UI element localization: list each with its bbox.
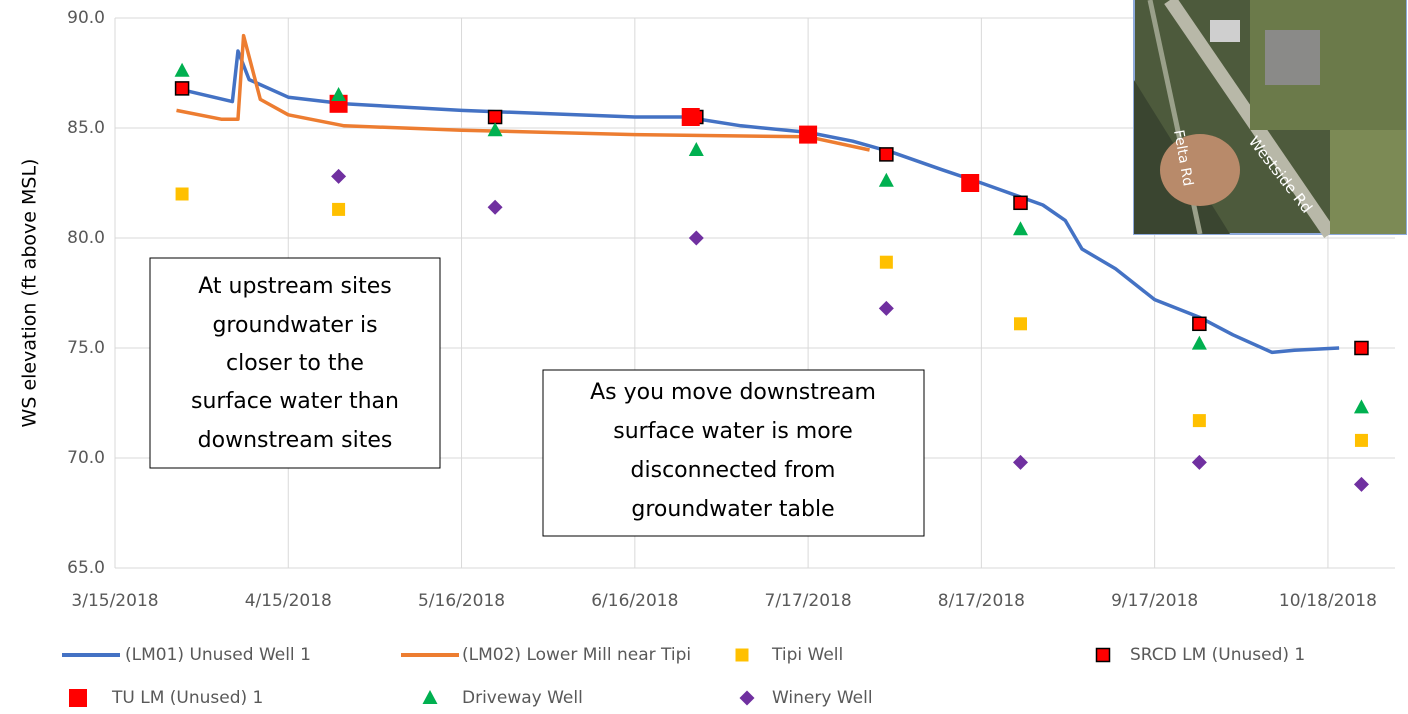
legend-label: TU LM (Unused) 1 bbox=[111, 688, 263, 708]
marker bbox=[1013, 454, 1029, 470]
marker bbox=[799, 125, 818, 144]
annotation-frame bbox=[149, 257, 441, 469]
marker bbox=[1191, 454, 1207, 470]
x-tick-label: 9/17/2018 bbox=[1111, 591, 1198, 611]
annotation-text: groundwater table bbox=[631, 497, 834, 522]
marker bbox=[1014, 317, 1028, 331]
legend-label: Winery Well bbox=[772, 688, 873, 708]
y-tick-label: 90.0 bbox=[67, 8, 105, 28]
legend-label: (LM01) Unused Well 1 bbox=[125, 645, 311, 665]
legend-label: (LM02) Lower Mill near Tipi bbox=[462, 645, 691, 665]
annotation-text: As you move downstream bbox=[590, 380, 876, 405]
annotation-text: surface water than bbox=[191, 389, 399, 414]
marker bbox=[1191, 335, 1207, 350]
legend-marker bbox=[69, 689, 87, 707]
series-line bbox=[176, 33, 870, 152]
y-tick-label: 70.0 bbox=[67, 448, 105, 468]
marker bbox=[681, 108, 700, 126]
marker bbox=[688, 142, 704, 156]
marker bbox=[1354, 340, 1369, 356]
legend-label: Tipi Well bbox=[771, 645, 843, 665]
legend-item: Tipi Well bbox=[735, 645, 843, 665]
annotation-text: downstream sites bbox=[198, 428, 393, 453]
marker bbox=[487, 199, 503, 215]
marker bbox=[1353, 399, 1369, 414]
annotation-text: surface water is more bbox=[613, 419, 853, 444]
legend-item: Winery Well bbox=[739, 688, 873, 708]
x-tick-label: 7/17/2018 bbox=[765, 591, 852, 611]
annotation-text: At upstream sites bbox=[198, 274, 391, 299]
legend-item: Driveway Well bbox=[422, 688, 583, 708]
annotation-text: groundwater is bbox=[212, 313, 377, 338]
marker bbox=[961, 174, 980, 192]
marker bbox=[331, 168, 347, 184]
y-tick-label: 85.0 bbox=[67, 118, 105, 138]
annotation-text: disconnected from bbox=[631, 458, 836, 483]
marker bbox=[1013, 195, 1028, 211]
plot bbox=[174, 33, 1369, 492]
marker bbox=[175, 187, 189, 201]
annotation-text: closer to the bbox=[226, 351, 364, 376]
marker bbox=[1354, 433, 1368, 447]
marker bbox=[1192, 316, 1207, 332]
y-axis-label: WS elevation (ft above MSL) bbox=[19, 159, 41, 428]
y-tick-label: 75.0 bbox=[67, 338, 105, 358]
x-tick-label: 6/16/2018 bbox=[591, 591, 678, 611]
x-tick-label: 10/18/2018 bbox=[1279, 591, 1377, 611]
marker bbox=[1013, 221, 1029, 236]
y-tick-label: 65.0 bbox=[67, 558, 105, 578]
marker bbox=[174, 81, 190, 96]
annotation-frame bbox=[542, 369, 925, 537]
annotation-box: As you move downstream surface water is m… bbox=[542, 369, 925, 537]
marker bbox=[879, 147, 894, 162]
legend-marker bbox=[735, 648, 749, 662]
legend-item: SRCD LM (Unused) 1 bbox=[1095, 645, 1305, 665]
marker bbox=[332, 202, 346, 216]
x-tick-label: 5/16/2018 bbox=[418, 591, 505, 611]
marker bbox=[1353, 476, 1369, 492]
annotation-box: At upstream sites groundwater is closer to… bbox=[149, 257, 441, 469]
marker bbox=[174, 62, 190, 77]
y-tick-label: 80.0 bbox=[67, 228, 105, 248]
x-tick-label: 8/17/2018 bbox=[938, 591, 1025, 611]
marker bbox=[878, 172, 894, 187]
legend-marker bbox=[739, 690, 755, 706]
legend-item: TU LM (Unused) 1 bbox=[69, 688, 263, 708]
x-tick-label: 4/15/2018 bbox=[245, 591, 332, 611]
marker bbox=[331, 87, 347, 101]
legend-marker bbox=[422, 690, 438, 704]
legend-marker bbox=[1095, 647, 1111, 663]
marker bbox=[1192, 414, 1206, 428]
marker bbox=[487, 122, 503, 137]
marker bbox=[879, 255, 893, 269]
marker bbox=[487, 109, 503, 125]
marker bbox=[878, 300, 894, 316]
map-inset: Felta Rd Westside Rd bbox=[1133, 0, 1407, 238]
legend-label: Driveway Well bbox=[462, 688, 583, 708]
x-tick-label: 3/15/2018 bbox=[71, 591, 158, 611]
legend-item: (LM02) Lower Mill near Tipi bbox=[401, 645, 691, 665]
legend-label: SRCD LM (Unused) 1 bbox=[1130, 645, 1305, 665]
legend-item: (LM01) Unused Well 1 bbox=[62, 645, 311, 665]
marker bbox=[688, 230, 704, 246]
